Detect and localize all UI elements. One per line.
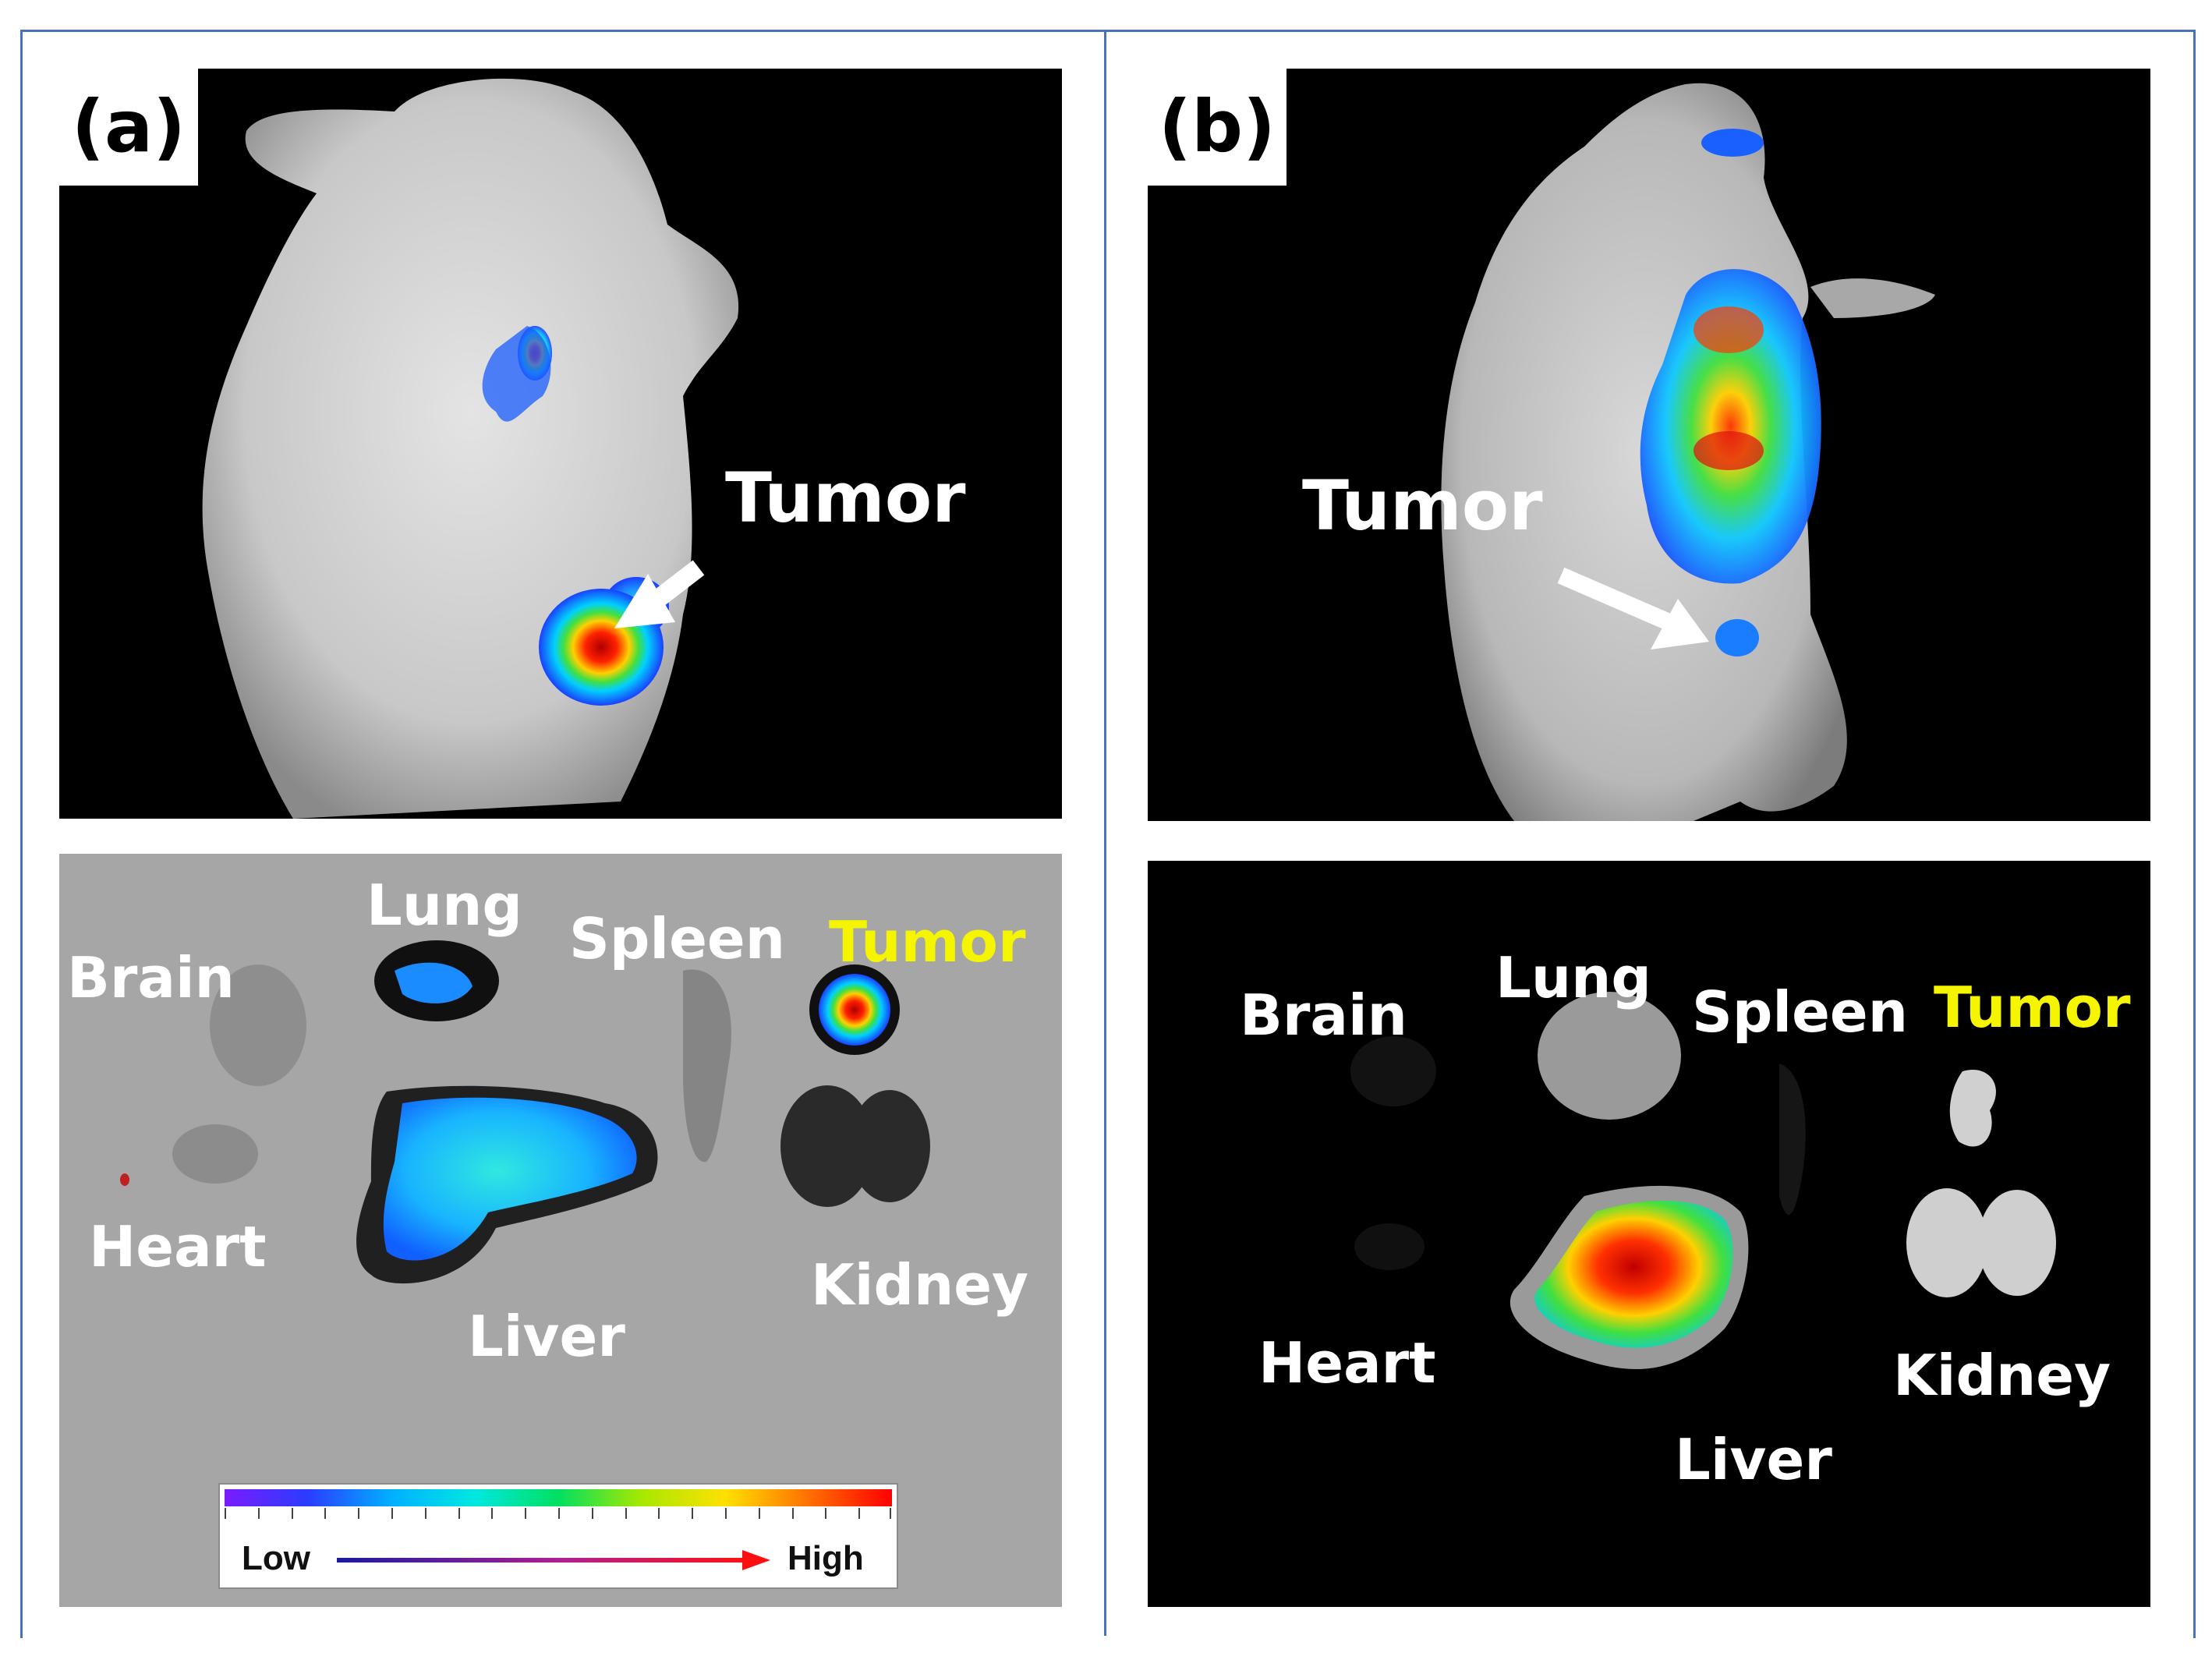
- panel-a-colorbar-legend: Low High: [218, 1483, 898, 1589]
- panel-b-tumor-arrow-icon: [1557, 567, 1709, 649]
- panel-a-organ-tumor: Tumor: [829, 909, 1026, 975]
- panel-a-organ-heart: Heart: [89, 1214, 267, 1279]
- colorbar-ticks: [225, 1508, 892, 1519]
- panel-b-organ-heart: Heart: [1258, 1330, 1436, 1396]
- colorbar-low-label: Low: [242, 1539, 310, 1577]
- panel-a-tumor-callout: Tumor: [725, 458, 966, 538]
- panel-b-tag: (b): [1148, 69, 1286, 186]
- intensity-colorbar: [225, 1489, 892, 1506]
- panel-b-mouse-body-svg: [1441, 83, 1935, 821]
- panel-a-organ-liver: Liver: [468, 1304, 625, 1369]
- panel-a-tag: (a): [59, 69, 198, 186]
- panel-a-organs-svg: [120, 940, 930, 1284]
- panel-b-tumor-callout: Tumor: [1302, 465, 1543, 546]
- mouse-body-svg: [202, 78, 739, 819]
- colorbar-arrow-icon: [337, 1550, 770, 1570]
- panel-b-organ-tumor: Tumor: [1934, 975, 2131, 1040]
- panel-a-organ-brain: Brain: [67, 945, 235, 1010]
- figure-frame: [20, 30, 2196, 1638]
- panel-a-organ-kidney: Kidney: [811, 1252, 1029, 1318]
- panel-a-tumor-arrow-icon: [614, 560, 705, 628]
- colorbar-high-label: High: [787, 1539, 864, 1577]
- panel-b-organ-lung: Lung: [1495, 945, 1651, 1010]
- panel-a-whole-body-image: [59, 69, 1062, 819]
- panel-b-organ-brain: Brain: [1240, 982, 1407, 1048]
- panel-a-organ-lung: Lung: [366, 872, 522, 938]
- panel-b-organs-svg: [1350, 992, 2056, 1369]
- panel-b-organs-image: [1148, 861, 2150, 1607]
- panel-a-organs-image: [59, 854, 1062, 1607]
- panel-a-organ-spleen: Spleen: [569, 906, 785, 971]
- panel-b-organ-kidney: Kidney: [1893, 1343, 2111, 1408]
- panel-divider: [1104, 30, 1106, 1636]
- panel-b-whole-body-image: [1148, 69, 2150, 821]
- panel-b-organ-spleen: Spleen: [1692, 979, 1908, 1045]
- panel-b-organ-liver: Liver: [1675, 1427, 1832, 1492]
